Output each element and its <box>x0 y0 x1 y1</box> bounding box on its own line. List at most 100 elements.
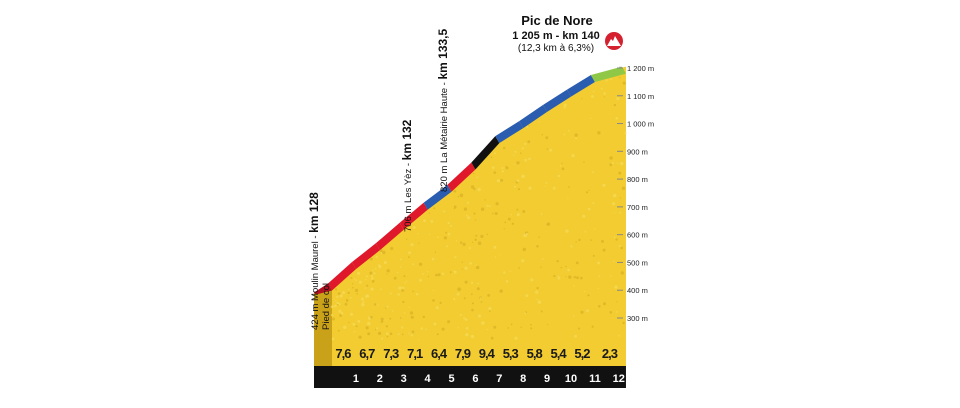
relief-dot <box>355 325 358 328</box>
relief-dot <box>354 288 359 292</box>
relief-dot <box>353 278 356 280</box>
relief-dot <box>622 321 625 325</box>
relief-dot <box>423 219 426 223</box>
relief-dot <box>545 136 549 140</box>
relief-dot <box>618 171 622 175</box>
relief-dot <box>573 285 575 287</box>
relief-dot <box>619 211 622 214</box>
relief-dot <box>412 290 415 293</box>
relief-dot <box>357 319 361 323</box>
relief-dot <box>453 298 456 301</box>
relief-dot <box>460 241 463 244</box>
relief-dot <box>503 228 505 230</box>
relief-dot <box>584 230 587 233</box>
relief-dot <box>488 205 491 208</box>
relief-dot <box>516 213 520 217</box>
y-tick-label: 1 000 m <box>627 120 654 129</box>
relief-dot <box>580 310 584 314</box>
relief-dot <box>568 186 570 188</box>
relief-dot <box>474 238 477 241</box>
relief-dot <box>530 323 532 326</box>
relief-dot <box>369 257 373 261</box>
relief-dot <box>369 271 373 275</box>
relief-dot <box>624 132 627 135</box>
relief-dot <box>471 302 474 305</box>
relief-dot <box>597 287 600 290</box>
relief-dot <box>586 309 589 313</box>
relief-dot <box>618 244 621 248</box>
relief-dot <box>572 315 575 318</box>
relief-dot <box>443 236 447 240</box>
relief-dot <box>339 314 342 317</box>
relief-dot <box>507 327 509 329</box>
relief-dot <box>470 281 474 284</box>
road-segment-5 <box>423 184 452 210</box>
relief-dot <box>346 298 348 301</box>
relief-dot <box>523 129 526 131</box>
relief-dot <box>486 328 488 331</box>
relief-dot <box>365 278 367 281</box>
relief-dot <box>428 212 430 214</box>
relief-dot <box>611 162 614 165</box>
relief-dot <box>536 298 538 301</box>
relief-dot <box>449 271 452 274</box>
relief-dot <box>590 117 592 120</box>
relief-dot <box>513 163 515 165</box>
summit-climb-stats: (12,3 km à 6,3%) <box>518 43 594 54</box>
gradient-label: 5,8 <box>527 346 543 361</box>
relief-dot <box>348 321 350 324</box>
relief-dot <box>594 228 596 230</box>
relief-dot <box>591 95 594 98</box>
relief-dot <box>494 152 496 155</box>
relief-dot <box>565 265 567 268</box>
relief-dot <box>465 327 469 330</box>
relief-dot <box>514 150 517 153</box>
relief-dot <box>433 322 437 326</box>
relief-dot <box>396 271 399 274</box>
relief-dot <box>426 270 429 273</box>
relief-dot <box>370 287 374 291</box>
relief-dot <box>587 207 591 211</box>
relief-dot <box>613 103 617 107</box>
relief-dot <box>494 256 497 258</box>
relief-dot <box>379 288 382 291</box>
relief-dot <box>592 90 595 93</box>
relief-dot <box>375 255 378 258</box>
relief-dot <box>568 275 572 279</box>
relief-dot <box>509 270 511 272</box>
relief-dot <box>334 304 337 308</box>
relief-dot <box>493 171 497 174</box>
relief-dot <box>422 273 424 275</box>
relief-dot <box>439 301 442 304</box>
relief-dot <box>486 204 489 207</box>
relief-dot <box>505 280 509 283</box>
relief-dot <box>347 291 350 295</box>
relief-dot <box>609 311 613 314</box>
relief-dot <box>467 216 471 220</box>
relief-dot <box>349 297 352 299</box>
y-tick-label: 900 m <box>627 147 648 156</box>
relief-dot <box>462 242 466 246</box>
gradient-label: 7,1 <box>407 346 423 361</box>
waypoint-text: 820 m La Métairie Haute - km 133,5 <box>436 28 450 192</box>
relief-dot <box>577 327 581 330</box>
relief-dot <box>472 172 475 175</box>
relief-dot <box>470 293 473 296</box>
relief-dot <box>507 217 511 221</box>
relief-dot <box>430 220 434 223</box>
relief-dot <box>470 185 475 189</box>
relief-dot <box>338 309 342 313</box>
gradient-label: 7,3 <box>383 346 399 361</box>
relief-dot <box>525 294 529 298</box>
relief-dot <box>469 262 472 265</box>
relief-dot <box>418 242 420 244</box>
relief-dot <box>412 226 416 229</box>
relief-dot <box>488 307 492 311</box>
road-segment-1 <box>328 262 356 291</box>
relief-dot <box>370 274 374 277</box>
gradient-label: 7,9 <box>455 346 471 361</box>
relief-dot <box>557 174 561 178</box>
relief-dot <box>590 239 592 241</box>
relief-dot <box>477 314 482 318</box>
